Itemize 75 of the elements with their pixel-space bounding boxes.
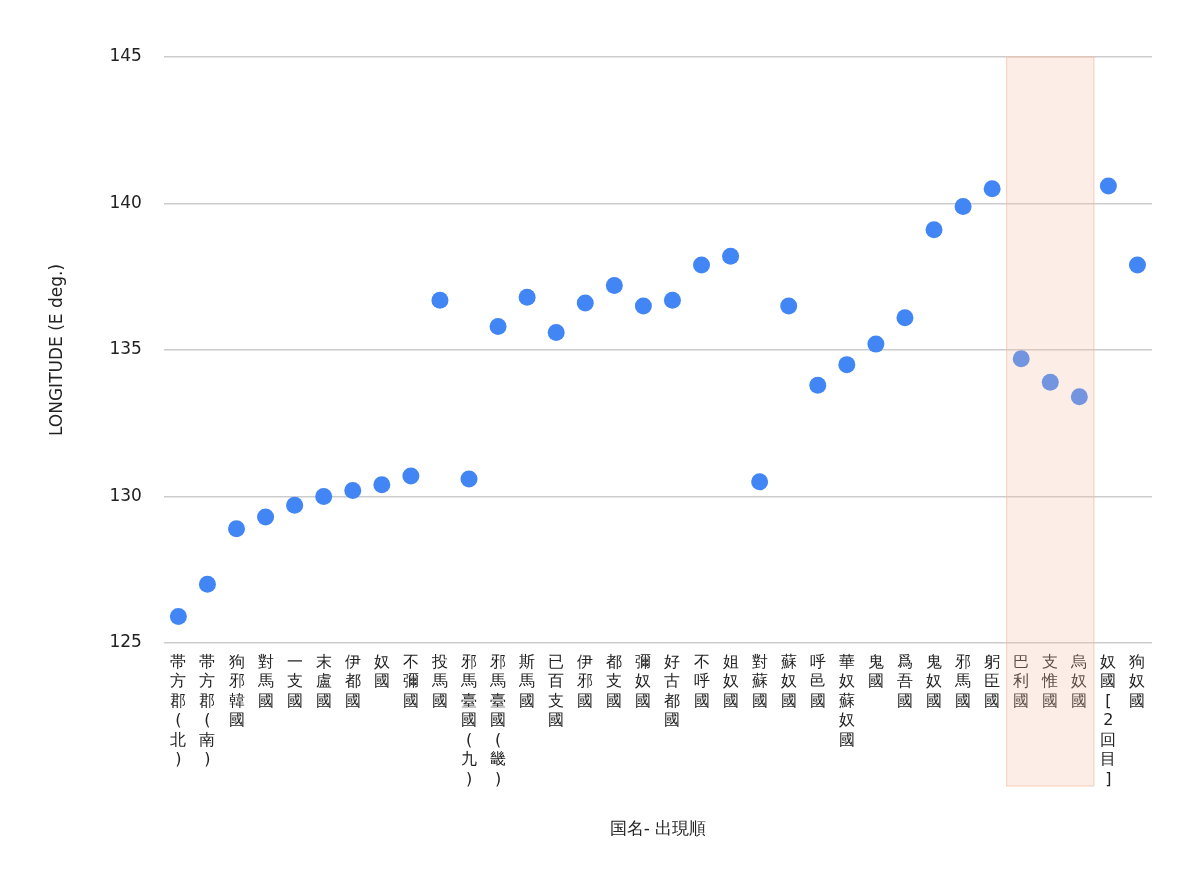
x-tick-label: 彌奴國 bbox=[635, 651, 652, 710]
point bbox=[169, 608, 187, 626]
x-tick-label: 都支國 bbox=[606, 651, 623, 710]
x-tick-label: 伊邪國 bbox=[577, 651, 594, 710]
point bbox=[983, 180, 1001, 198]
point bbox=[286, 496, 304, 514]
x-tick-label: 狗邪韓國 bbox=[228, 651, 245, 730]
x-tick-label: 對蘇國 bbox=[751, 651, 768, 710]
x-tick-label: 華奴蘇奴國 bbox=[838, 651, 855, 749]
x-tick-label: 一支國 bbox=[286, 651, 303, 710]
point bbox=[1128, 256, 1146, 274]
point bbox=[431, 291, 449, 309]
x-tick-label: 邪馬臺國(九) bbox=[460, 651, 478, 788]
x-tick-label: 不彌國 bbox=[402, 651, 419, 710]
y-tick-label: 145 bbox=[109, 45, 142, 66]
x-tick-label: 帯方郡(北) bbox=[170, 651, 187, 769]
point bbox=[257, 508, 275, 526]
x-tick-label: 伊都國 bbox=[344, 651, 361, 710]
point bbox=[605, 277, 623, 295]
point bbox=[1041, 373, 1059, 391]
x-tick-label: 蘇奴國 bbox=[780, 651, 797, 710]
x-tick-label: 躬臣國 bbox=[984, 651, 1001, 710]
y-tick-label: 135 bbox=[109, 338, 142, 359]
point bbox=[896, 309, 914, 327]
point bbox=[867, 335, 885, 353]
point bbox=[1012, 350, 1030, 368]
y-tick-label: 130 bbox=[109, 484, 142, 505]
x-tick-label: 烏奴國 bbox=[1070, 651, 1088, 710]
point bbox=[925, 221, 943, 239]
x-tick-label: 巴利國 bbox=[1013, 651, 1030, 710]
x-tick-label: 已百支國 bbox=[548, 651, 565, 730]
x-tick-label: 鬼奴國 bbox=[926, 651, 943, 710]
x-tick-label: 對馬國 bbox=[256, 651, 274, 710]
x-tick-label: 狗奴國 bbox=[1129, 651, 1146, 710]
y-axis-title: LONGITUDE (E deg.) bbox=[45, 263, 66, 437]
point bbox=[693, 256, 711, 274]
point bbox=[663, 291, 681, 309]
point bbox=[1099, 177, 1117, 195]
x-tick-label: 邪馬國 bbox=[954, 651, 972, 710]
x-tick-label: 帯方郡(南) bbox=[199, 651, 216, 769]
x-tick-label: 邪馬臺國(畿) bbox=[489, 651, 507, 788]
point bbox=[576, 294, 594, 312]
point bbox=[228, 520, 246, 538]
x-tick-label: 奴國[2回目] bbox=[1100, 651, 1117, 788]
point bbox=[547, 323, 565, 341]
point bbox=[373, 476, 391, 494]
point bbox=[954, 197, 972, 215]
x-tick-label: 不呼國 bbox=[693, 651, 710, 710]
x-tick-label: 鬼國 bbox=[867, 651, 884, 691]
x-tick-label: 呼邑國 bbox=[809, 651, 826, 710]
point bbox=[344, 482, 362, 500]
point bbox=[518, 288, 536, 306]
y-tick-label: 140 bbox=[109, 191, 142, 212]
point bbox=[315, 487, 333, 505]
x-tick-label: 爲吾國 bbox=[896, 651, 913, 710]
x-tick-label: 末盧國 bbox=[315, 651, 332, 710]
point bbox=[460, 470, 478, 488]
point bbox=[780, 297, 798, 315]
point bbox=[809, 376, 827, 394]
x-tick-label: 好古都國 bbox=[664, 651, 681, 730]
x-tick-label: 投馬國 bbox=[430, 651, 448, 710]
point bbox=[198, 575, 216, 593]
x-tick-label: 奴國 bbox=[373, 651, 390, 691]
point bbox=[402, 467, 420, 485]
y-tick-label: 125 bbox=[109, 631, 142, 652]
x-axis-title: 国名- 出現順 bbox=[609, 818, 707, 839]
point bbox=[1070, 388, 1088, 406]
x-tick-label: 斯馬國 bbox=[518, 651, 536, 710]
point bbox=[838, 356, 856, 374]
point bbox=[722, 247, 740, 265]
point bbox=[489, 318, 507, 336]
point bbox=[634, 297, 652, 315]
point bbox=[751, 473, 769, 491]
x-tick-label: 支惟國 bbox=[1041, 651, 1059, 710]
x-tick-label: 姐奴國 bbox=[722, 651, 739, 710]
